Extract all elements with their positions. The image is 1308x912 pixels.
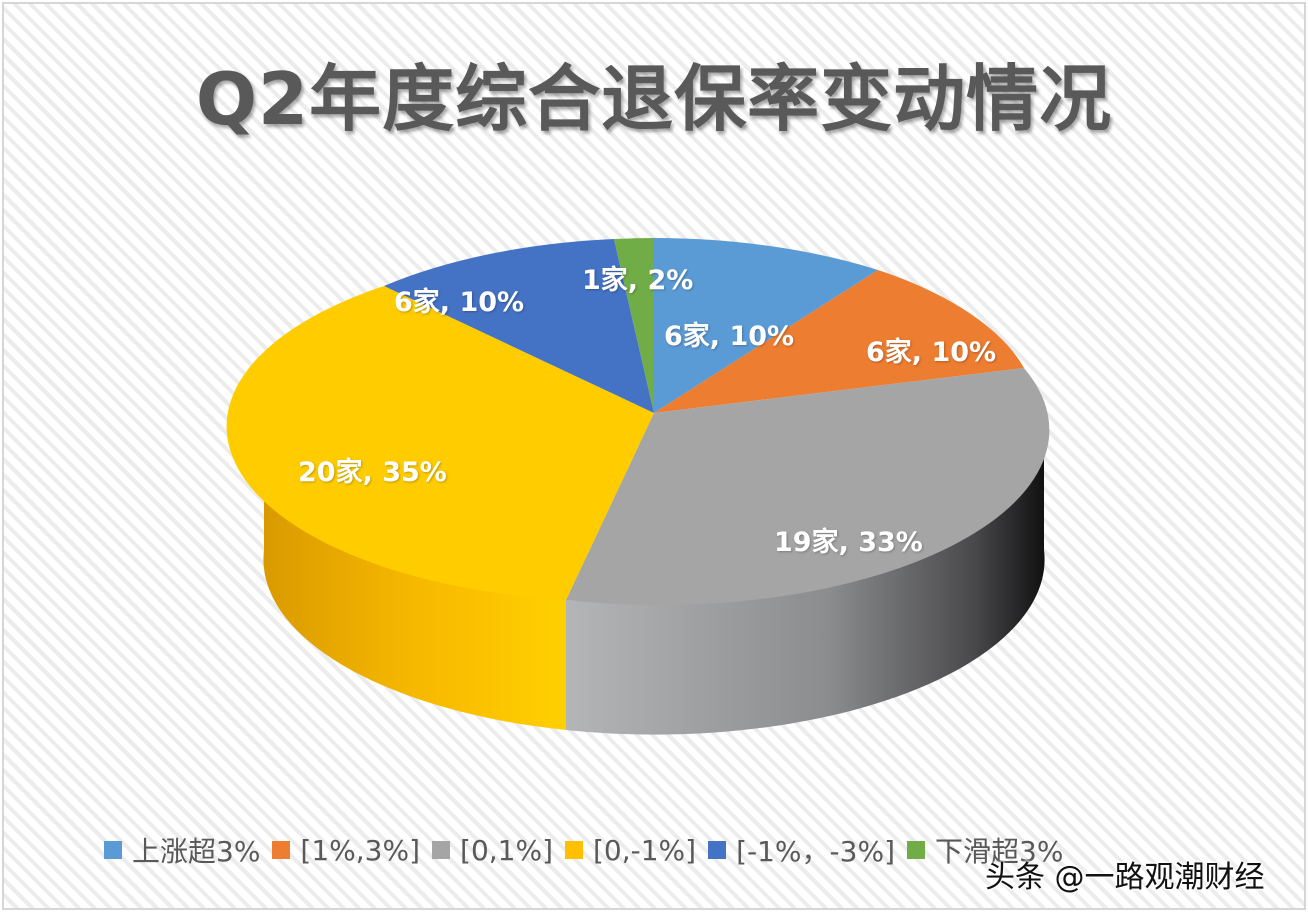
legend-label: 上涨超3% [132,835,261,868]
data-label-up-over-3pct: 6家, 10% [664,321,795,352]
pie-side-yellow [263,430,566,730]
legend-swatch-icon [907,841,925,859]
legend-item-0-to-minus1pct[interactable]: [0,-1%] [565,834,696,867]
slice-down-over-3pct[interactable] [614,238,654,413]
slice-minus1-to-minus3pct[interactable] [384,239,654,413]
slice-0-to-minus1pct[interactable] [226,286,654,600]
data-label-0-to-minus1pct: 20家, 35% [298,457,447,488]
legend-label: [-1%，-3%] [736,835,895,868]
data-label-0-to-1pct: 19家, 33% [774,527,923,558]
chart-title: Q2年度综合退保率变动情况 [195,57,1113,141]
chart-legend: 上涨超3% [1%,3%] [0,1%] [0,-1%] [-1%，-3%] 下… [104,830,1075,870]
legend-item-0-to-1pct[interactable]: [0,1%] [432,834,553,867]
legend-swatch-icon [272,841,291,859]
legend-swatch-icon [708,841,727,859]
slice-up-over-3pct[interactable] [654,238,878,413]
legend-item-1-to-3pct[interactable]: [1%,3%] [272,834,420,867]
slice-0-to-1pct[interactable] [566,368,1050,606]
legend-item-down-over-3pct[interactable]: 下滑超3% [907,830,1063,870]
data-label-1-to-3pct: 6家, 10% [866,337,997,368]
data-label-minus1-to-minus3pct: 6家, 10% [394,287,525,318]
legend-swatch-icon [432,841,451,859]
legend-label: [0,1%] [460,833,553,867]
legend-label: [1%,3%] [300,833,421,867]
legend-label: [0,-1%] [593,833,697,867]
legend-swatch-icon [565,841,583,859]
pie-side-gray [566,430,1045,735]
slice-1-to-3pct[interactable] [654,270,1024,413]
legend-item-up-over-3pct[interactable]: 上涨超3% [104,830,260,870]
legend-swatch-icon [104,841,122,859]
data-label-down-over-3pct: 1家, 2% [582,265,694,296]
watermark: 头条 @一路观潮财经 [985,860,1265,895]
legend-item-minus1-to-minus3pct[interactable]: [-1%，-3%] [708,830,895,870]
legend-label: 下滑超3% [935,835,1064,868]
